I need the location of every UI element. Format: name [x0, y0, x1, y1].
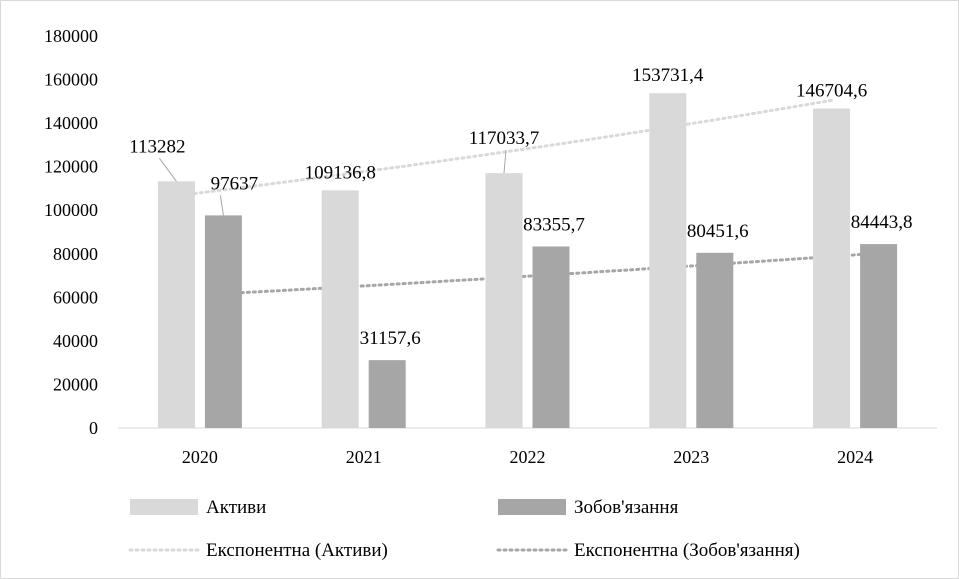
data-labels: 113282 109136,8 117033,7 153731,4 146704,6 97…: [129, 65, 912, 349]
legend-item-trend-assets: Експонентна (Активи): [128, 540, 388, 561]
x-tick-label: 2022: [510, 447, 546, 467]
data-label-liabilities: 97637: [211, 173, 259, 194]
x-tick-label: 2021: [346, 447, 382, 467]
bar-assets: [157, 181, 195, 428]
y-tick-label: 120000: [44, 157, 98, 177]
y-tick-label: 140000: [44, 113, 98, 133]
bar-liabilities: [860, 244, 898, 428]
legend-label: Зобов'язання: [574, 497, 679, 518]
legend-label: Експонентна (Активи): [206, 540, 388, 561]
x-tick-label: 2023: [673, 447, 709, 467]
y-axis: 0 20000 40000 60000 80000 100000 120000 140000 1…: [44, 26, 98, 438]
bar-liabilities: [532, 246, 570, 428]
data-label-liabilities: 31157,6: [360, 328, 421, 349]
data-label-liabilities: 80451,6: [687, 221, 749, 242]
y-tick-label: 0: [89, 418, 98, 438]
bar-assets: [813, 108, 851, 428]
y-tick-label: 180000: [44, 26, 98, 46]
bar-liabilities: [368, 360, 406, 428]
x-tick-label: 2020: [182, 447, 218, 467]
data-label-assets: 146704,6: [796, 81, 867, 102]
legend-swatch: [498, 499, 566, 515]
data-label-assets: 113282: [129, 136, 185, 157]
bar-assets: [485, 173, 523, 428]
bar-liabilities: [696, 252, 734, 428]
y-tick-label: 60000: [53, 287, 98, 307]
data-label-liabilities: 83355,7: [523, 214, 585, 235]
leader-line: [503, 150, 507, 174]
bar-assets: [321, 190, 359, 428]
y-tick-label: 20000: [53, 374, 98, 394]
bars: [157, 93, 898, 428]
y-tick-label: 40000: [53, 331, 98, 351]
leader-line: [158, 157, 177, 182]
legend-item-trend-liabilities: Експонентна (Зобов'язання): [496, 540, 800, 561]
data-label-assets: 109136,8: [305, 162, 376, 183]
legend-item-liabilities: Зобов'язання: [498, 497, 679, 518]
legend-label: Активи: [206, 497, 266, 518]
legend: Активи Зобов'язання Експонентна (Активи) Ек…: [128, 497, 800, 561]
trendline-assets: [174, 98, 834, 198]
legend-label: Експонентна (Зобов'язання): [574, 540, 800, 561]
x-axis: 2020 2021 2022 2023 2024: [118, 427, 937, 467]
data-label-liabilities: 84443,8: [851, 212, 913, 233]
legend-item-assets: Активи: [130, 497, 266, 518]
y-tick-label: 100000: [44, 200, 98, 220]
bar-liabilities: [204, 215, 242, 428]
y-tick-label: 160000: [44, 70, 98, 90]
x-tick-label: 2024: [837, 447, 873, 467]
leader-line: [219, 195, 224, 216]
data-label-assets: 153731,4: [632, 65, 704, 86]
legend-swatch: [130, 499, 198, 515]
y-tick-label: 80000: [53, 244, 98, 264]
data-label-assets: 117033,7: [469, 128, 540, 149]
bar-assets: [649, 93, 687, 428]
